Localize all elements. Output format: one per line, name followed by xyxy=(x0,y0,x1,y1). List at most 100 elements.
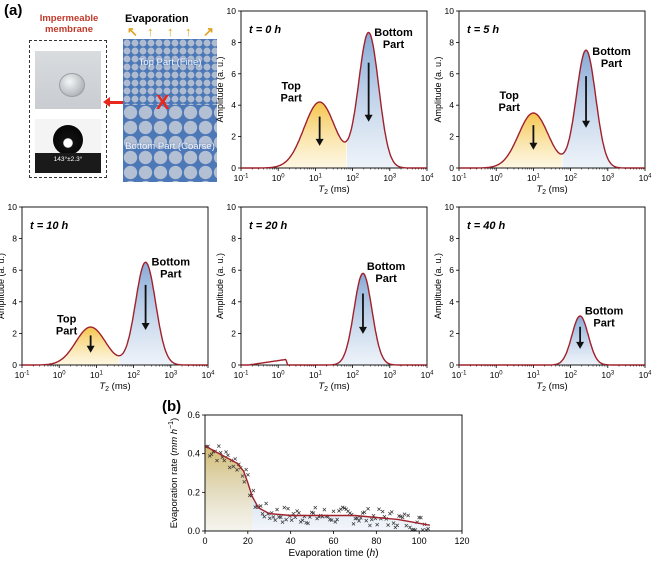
panel-label-b: (b) xyxy=(162,398,182,415)
y-tick-label: 0 xyxy=(449,360,454,370)
membrane-photo-box: 143°±2.3° xyxy=(29,40,107,178)
data-point xyxy=(375,522,380,527)
x-tick-label: 104 xyxy=(639,370,652,380)
y-tick-label: 0 xyxy=(12,360,17,370)
x-axis-label: T2 (ms) xyxy=(536,184,567,196)
cross-icon: X xyxy=(156,92,170,114)
peak-annotation: Bottom xyxy=(152,256,191,268)
nmr-chart-t5: 0 2 4 6 8 10 10-1 100 101 102 103 104 T2 (ms) Amplitu… xyxy=(433,6,652,196)
data-point xyxy=(329,518,334,522)
data-point xyxy=(235,468,239,472)
x-tick-label: 40 xyxy=(286,536,296,546)
x-tick-label: 102 xyxy=(564,173,577,183)
data-point xyxy=(242,479,247,484)
y-tick-label: 10 xyxy=(227,6,237,16)
distribution-curve xyxy=(22,261,208,366)
data-point xyxy=(209,452,214,457)
x-tick-label: 101 xyxy=(527,173,540,183)
data-point xyxy=(380,509,385,514)
x-tick-label: 20 xyxy=(243,536,253,546)
y-tick-label: 0.6 xyxy=(187,410,200,420)
peak-fill xyxy=(482,113,562,168)
data-point xyxy=(391,521,396,525)
y-tick-label: 0 xyxy=(449,163,454,173)
x-tick-label: 100 xyxy=(272,370,285,380)
down-arrow-head xyxy=(529,142,538,150)
data-point xyxy=(300,518,305,523)
peak-annotation: Part xyxy=(593,317,615,329)
peak-annotation: Top xyxy=(57,313,77,325)
data-point xyxy=(408,525,412,530)
x-axis-label: T2 (ms) xyxy=(99,381,130,393)
down-arrow-head xyxy=(358,326,367,334)
contact-angle-droplet xyxy=(53,125,83,155)
data-point xyxy=(335,517,339,522)
x-tick-label: 10-1 xyxy=(234,370,249,380)
x-tick-label: 102 xyxy=(346,370,359,380)
x-tick-label: 104 xyxy=(639,173,652,183)
data-point xyxy=(331,509,336,514)
down-arrow-head xyxy=(364,114,373,122)
y-tick-label: 10 xyxy=(8,202,18,212)
y-axis-label: Amplitude (a. u.) xyxy=(215,56,225,122)
data-point xyxy=(284,517,289,522)
x-tick-label: 104 xyxy=(421,370,434,380)
y-tick-label: 8 xyxy=(231,37,236,47)
data-point xyxy=(311,511,316,515)
x-tick-label: 103 xyxy=(383,173,396,183)
x-tick-label: 101 xyxy=(309,173,322,183)
x-tick-label: 100 xyxy=(53,370,66,380)
top-part-label: Top Part (Fine) xyxy=(138,57,202,68)
data-point xyxy=(226,453,230,458)
peak-fill xyxy=(347,32,406,168)
y-tick-label: 6 xyxy=(231,265,236,275)
x-tick-label: 101 xyxy=(527,370,540,380)
x-tick-label: 100 xyxy=(412,536,427,546)
data-point xyxy=(366,506,370,511)
y-tick-label: 4 xyxy=(449,297,454,307)
nmr-chart-t20: 0 2 4 6 8 10 10-1 100 101 102 103 104 T2 (ms) Amplitu… xyxy=(215,202,434,393)
x-tick-label: 104 xyxy=(202,370,215,380)
data-point xyxy=(271,515,276,519)
x-tick-label: 102 xyxy=(346,173,359,183)
data-point xyxy=(364,518,369,523)
y-tick-label: 4 xyxy=(231,297,236,307)
data-point xyxy=(231,464,236,469)
x-tick-label: 104 xyxy=(421,173,434,183)
y-tick-label: 0.0 xyxy=(187,526,200,536)
panel-title: t = 0 h xyxy=(249,24,281,36)
peak-annotation: Part xyxy=(160,268,182,280)
panel-title: t = 20 h xyxy=(249,220,287,232)
peak-annotation: Bottom xyxy=(367,261,406,273)
peak-fill xyxy=(41,327,119,365)
x-tick-label: 100 xyxy=(490,370,503,380)
peak-annotation: Bottom xyxy=(592,46,631,58)
panel-title: t = 40 h xyxy=(467,220,505,232)
data-point xyxy=(419,515,423,520)
data-point xyxy=(402,512,407,517)
x-tick-label: 10-1 xyxy=(452,370,467,380)
data-point xyxy=(357,519,361,523)
soil-top-fine xyxy=(123,39,217,105)
peak-annotation: Bottom xyxy=(374,27,413,39)
y-tick-label: 4 xyxy=(231,100,236,110)
x-axis-label: T2 (ms) xyxy=(318,184,349,196)
data-point xyxy=(280,520,285,524)
y-tick-label: 6 xyxy=(231,69,236,79)
x-tick-label: 103 xyxy=(164,370,177,380)
plot-frame xyxy=(458,10,646,169)
y-axis-label: Amplitude (a. u.) xyxy=(433,56,443,122)
y-tick-label: 8 xyxy=(449,37,454,47)
y-tick-label: 0 xyxy=(231,360,236,370)
y-tick-label: 2 xyxy=(12,328,17,338)
data-point xyxy=(389,510,394,514)
peak-annotation: Top xyxy=(500,90,520,102)
data-point xyxy=(227,465,232,470)
rate-fill-top xyxy=(205,445,253,531)
data-point xyxy=(368,523,372,528)
peak-fill xyxy=(562,50,621,168)
x-tick-label: 101 xyxy=(309,370,322,380)
data-point xyxy=(215,458,219,463)
y-tick-label: 10 xyxy=(445,6,455,16)
distribution-curve xyxy=(241,272,427,366)
